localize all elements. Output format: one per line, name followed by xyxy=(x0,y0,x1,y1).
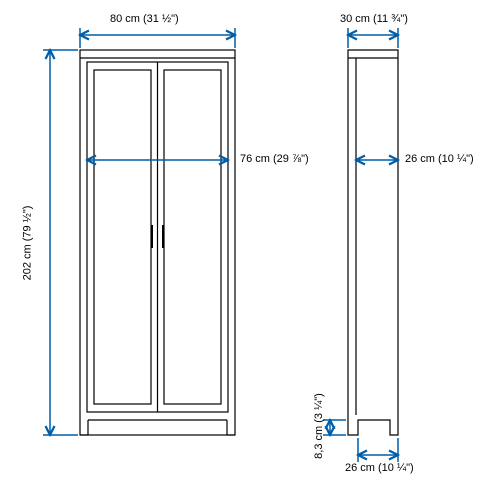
inner-width-label: 76 cm (29 ⅞") xyxy=(240,153,309,165)
height-label: 202 cm (79 ½") xyxy=(21,206,33,281)
inner-depth-label: 26 cm (10 ¼") xyxy=(405,153,474,165)
base-depth-label: 26 cm (10 ¼") xyxy=(345,462,414,474)
diagram-container: 80 cm (31 ½") 76 cm (29 ⅞") 202 cm (79 ½… xyxy=(0,0,500,500)
width-label: 80 cm (31 ½") xyxy=(110,13,179,25)
depth-label: 30 cm (11 ¾") xyxy=(340,13,408,25)
diagram-svg xyxy=(0,0,500,500)
side-view xyxy=(348,50,398,435)
plinth-height-label: 8,3 cm (3 ¼") xyxy=(313,393,325,459)
front-view xyxy=(80,50,235,435)
